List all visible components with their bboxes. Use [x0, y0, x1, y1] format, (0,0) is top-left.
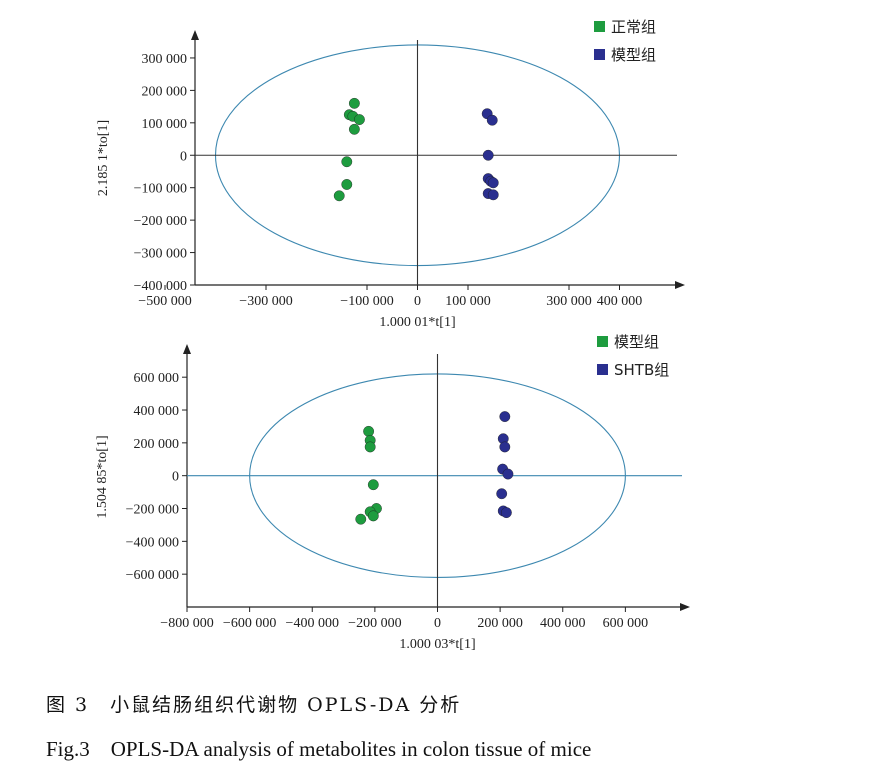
chart2-x-tick-label: −600 000 [223, 616, 276, 631]
chart1-y-tick-label: 100 000 [142, 117, 188, 132]
chart2-series1-point [355, 513, 367, 525]
chart2-y-tick-label: 600 000 [134, 371, 180, 386]
chart2-y-tick-label: 400 000 [134, 404, 180, 419]
chart2-series2-point [499, 441, 511, 453]
chart1-x-tick-label: 100 000 [445, 294, 491, 309]
chart2-y-tick-label: 0 [172, 470, 179, 485]
chart2-series1-point [367, 510, 379, 522]
chart1-series1-point [341, 156, 353, 168]
chart2-y-tick-label: −400 000 [126, 535, 179, 550]
chart1-y-tick-label: −200 000 [134, 214, 187, 229]
chart1-series1-point [348, 123, 360, 135]
chart2-legend-swatch-1 [597, 336, 608, 347]
chart1-y-axis-arrow [191, 30, 199, 40]
chart2-x-tick-label: 600 000 [603, 616, 649, 631]
chart1-series2-point [482, 149, 494, 161]
figure-caption-chinese: 图 3 小鼠结肠组织代谢物 OPLS-DA 分析 [46, 694, 462, 716]
chart2-legend-label-1: 模型组 [614, 333, 659, 351]
chart1-y-tick-label: −100 000 [134, 182, 187, 197]
chart2-x-tick-label: −400 000 [286, 616, 339, 631]
chart1-series2-point [486, 114, 498, 126]
chart2-x-tick-label: 400 000 [540, 616, 586, 631]
opls-da-figure: 300 000 200 000 100 000 0 −100 000 −200 000 −3… [95, 18, 690, 652]
chart2-series2-point [500, 507, 512, 519]
chart1-y-tick-label: −400 000 [134, 279, 187, 294]
chart1-y-tick-label: 300 000 [142, 52, 188, 67]
chart2-y-axis-arrow [183, 344, 191, 354]
chart2-y-tick-label: −600 000 [126, 568, 179, 583]
chart2-series2-point [502, 468, 514, 480]
chart1-series2-point [487, 189, 499, 201]
chart2-series1-point [364, 441, 376, 453]
chart1-legend-swatch-1 [594, 21, 605, 32]
chart2-legend-swatch-2 [597, 364, 608, 375]
chart1-x-tick-label: 300 000 [546, 294, 592, 309]
chart2-series1-point [367, 479, 379, 491]
chart2-y-tick-label: 200 000 [134, 437, 180, 452]
chart2-x-tick-label: −800 000 [160, 616, 213, 631]
chart1-y-tick-label: −300 000 [134, 247, 187, 262]
chart2-series2-point [496, 488, 508, 500]
chart1-legend-swatch-2 [594, 49, 605, 60]
chart1-x-tick-label: −100 000 [340, 294, 393, 309]
chart2-x-axis-label: 1.000 03*t[1] [399, 637, 475, 652]
chart2-x-tick-label: 0 [434, 616, 441, 631]
chart1-y-tick-label: 0 [180, 149, 187, 164]
chart1-y-axis-label: 2.185 1*to[1] [96, 120, 111, 196]
chart2-x-axis-arrow [680, 603, 690, 611]
chart1-x-axis-label: 1.000 01*t[1] [379, 315, 455, 330]
chart2-series1-point [363, 425, 375, 437]
chart2-x-tick-label: −200 000 [348, 616, 401, 631]
chart2-y-tick-label: −200 000 [126, 503, 179, 518]
chart2-x-tick-label: 200 000 [477, 616, 523, 631]
chart2-series2-point [499, 411, 511, 422]
chart2-y-axis-label: 1.504 85*to[1] [95, 435, 110, 518]
chart1-series1-point [341, 179, 353, 190]
chart1-y-tick-label: 200 000 [142, 84, 188, 99]
figure-caption-english: Fig.3 OPLS-DA analysis of metabolites in… [46, 737, 592, 761]
chart1-x-tick-label: 400 000 [597, 294, 643, 309]
chart1-x-axis-arrow [675, 281, 685, 289]
chart1-x-tick-label: 0 [414, 294, 421, 309]
chart2-legend-label-2: SHTB组 [614, 361, 669, 379]
chart1-x-tick-label: −500 000 [138, 294, 191, 309]
chart1-series1-point [333, 190, 345, 202]
chart1-series1-point [354, 114, 365, 125]
chart1-legend-label-2: 模型组 [611, 46, 656, 64]
chart1-series1-point [348, 97, 360, 109]
chart1-legend-label-1: 正常组 [611, 18, 656, 36]
chart1-x-tick-label: −300 000 [239, 294, 292, 309]
chart1-series2-point [487, 177, 499, 189]
